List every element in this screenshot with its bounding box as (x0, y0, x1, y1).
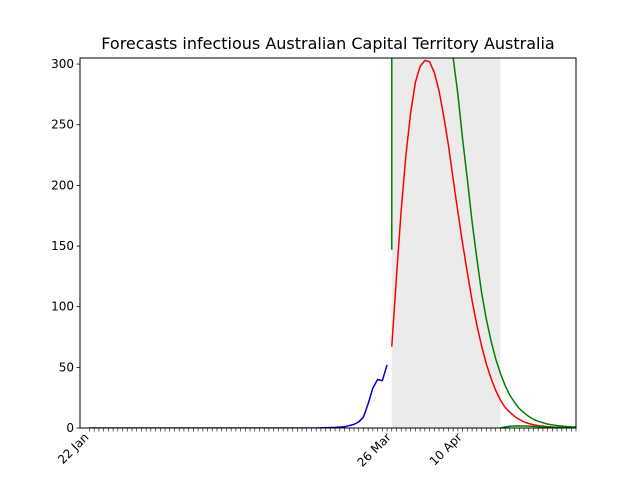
y-tick-label: 200 (51, 178, 74, 192)
y-axis-ticks: 0 50 100 150 200 250 300 (51, 57, 80, 435)
shade-layer (391, 58, 501, 428)
series-line-4 (500, 425, 576, 428)
y-tick-label: 100 (51, 300, 74, 314)
series-layer (89, 58, 576, 428)
series-line-3 (391, 58, 576, 428)
series-line-2 (391, 59, 576, 428)
y-tick-label: 250 (51, 118, 74, 132)
series-line-1 (89, 364, 388, 428)
y-tick-label: 50 (59, 360, 74, 374)
chart-title: Forecasts infectious Australian Capital … (101, 34, 554, 53)
y-tick-label: 0 (66, 421, 74, 435)
forecast-band (391, 58, 501, 428)
y-tick-label: 150 (51, 239, 74, 253)
plot-frame (79, 57, 577, 429)
x-axis-ticks (89, 428, 577, 432)
y-tick-label: 300 (51, 57, 74, 71)
